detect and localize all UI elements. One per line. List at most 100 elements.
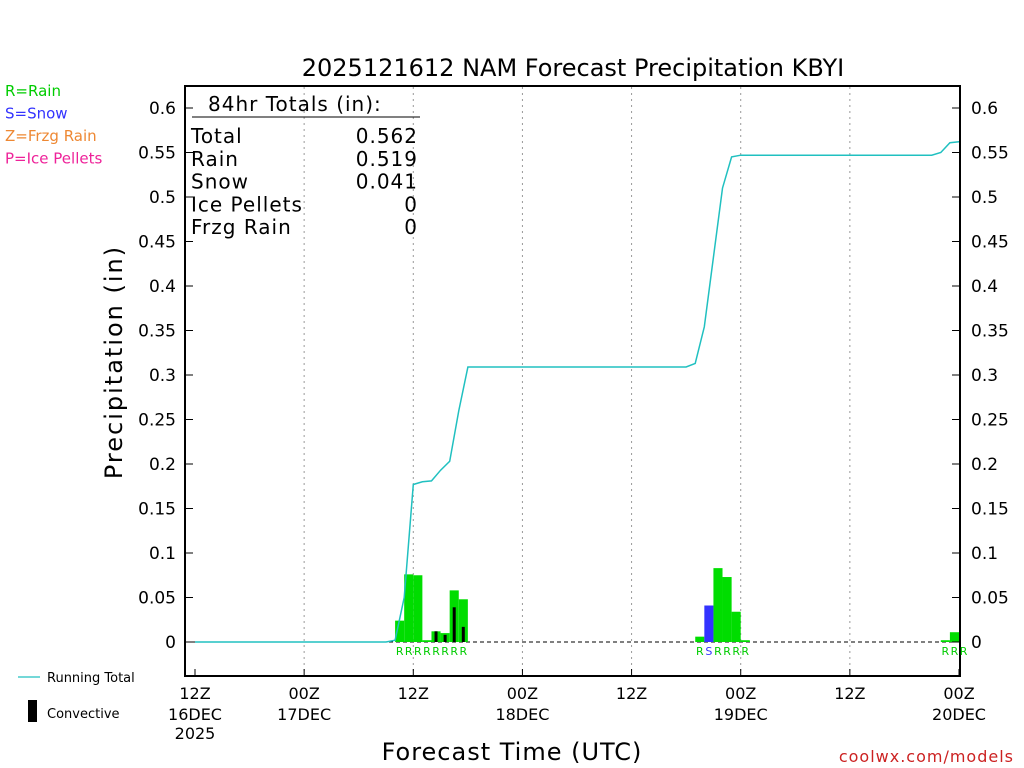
bar-rain bbox=[422, 640, 432, 642]
ptype-legend-item: Z=Frzg Rain bbox=[5, 127, 97, 145]
x-tick-time: 00Z bbox=[507, 684, 538, 703]
x-tick-time: 12Z bbox=[834, 684, 865, 703]
x-tick-year: 2025 bbox=[175, 724, 216, 743]
y-tick-label-left: 0.4 bbox=[149, 277, 176, 297]
y-tick-label-right: 0.6 bbox=[971, 99, 998, 119]
totals-row-value: 0.562 bbox=[356, 124, 418, 148]
totals-row-label: Ice Pellets bbox=[191, 192, 303, 216]
bar-rain bbox=[731, 611, 741, 642]
ptype-letter: R bbox=[432, 645, 440, 658]
totals-box: 84hr Totals (in): Total 0.562 Rain 0.519 Sno… bbox=[190, 92, 420, 239]
gridlines bbox=[186, 87, 959, 675]
precip-type-legend: R=Rain S=Snow Z=Frzg Rain P=Ice Pellets bbox=[5, 82, 102, 168]
ptype-letter: R bbox=[396, 645, 404, 658]
ptype-letter: R bbox=[414, 645, 422, 658]
bar-rain bbox=[740, 640, 750, 642]
bar-rain bbox=[940, 640, 950, 642]
ptype-letter: R bbox=[723, 645, 731, 658]
bar-rain bbox=[413, 575, 423, 642]
bar-snow bbox=[704, 605, 714, 642]
y-tick-label-left: 0.6 bbox=[149, 99, 176, 119]
chart-title: 2025121612 NAM Forecast Precipitation KB… bbox=[302, 54, 844, 82]
y-tick-label-right: 0 bbox=[971, 633, 982, 653]
x-tick-date: 16DEC bbox=[168, 705, 222, 724]
bar-rain bbox=[695, 636, 705, 642]
ptype-letter: R bbox=[960, 645, 968, 658]
x-tick-time: 12Z bbox=[179, 684, 210, 703]
ptype-letter: R bbox=[714, 645, 722, 658]
convective-bar bbox=[452, 607, 456, 642]
x-tick-date: 19DEC bbox=[714, 705, 768, 724]
ptype-letter: R bbox=[423, 645, 431, 658]
y-tick-label-right: 0.45 bbox=[971, 233, 1009, 253]
x-axis-label: Forecast Time (UTC) bbox=[382, 738, 643, 766]
ptype-letter: R bbox=[741, 645, 749, 658]
totals-row-value: 0.519 bbox=[356, 147, 418, 171]
ptype-letter: R bbox=[459, 645, 467, 658]
convective-legend-label: Convective bbox=[47, 707, 120, 722]
ptype-letter: R bbox=[696, 645, 704, 658]
y-tick-label-left: 0.2 bbox=[149, 455, 176, 475]
y-tick-label-left: 0.55 bbox=[138, 144, 176, 164]
convective-bar bbox=[434, 631, 438, 642]
bar-rain bbox=[395, 620, 405, 642]
y-tick-label-left: 0 bbox=[165, 633, 176, 653]
y-tick-label-left: 0.35 bbox=[138, 322, 176, 342]
bar-rain bbox=[713, 568, 723, 642]
totals-row-value: 0 bbox=[404, 192, 418, 216]
ptype-letter: R bbox=[732, 645, 740, 658]
bar-rain bbox=[404, 574, 414, 642]
running-total-legend-label: Running Total bbox=[47, 671, 135, 686]
x-tick-time: 00Z bbox=[288, 684, 319, 703]
y-tick-label-left: 0.15 bbox=[138, 500, 176, 520]
x-tick-time: 00Z bbox=[725, 684, 756, 703]
y-tick-label-right: 0.2 bbox=[971, 455, 998, 475]
ptype-letter: R bbox=[450, 645, 458, 658]
ptype-legend-item: R=Rain bbox=[5, 82, 61, 100]
y-tick-label-right: 0.05 bbox=[971, 589, 1009, 609]
x-tick-date: 18DEC bbox=[495, 705, 549, 724]
y-axis-label: Precipitation (in) bbox=[100, 245, 128, 479]
y-tick-label-right: 0.35 bbox=[971, 322, 1009, 342]
totals-row-label: Frzg Rain bbox=[191, 215, 292, 239]
y-axis-ticks: 0 00.05 0.050.1 0.10.15 0.150.2 0.20.25 0.250.… bbox=[138, 99, 1009, 653]
totals-row-value: 0.041 bbox=[356, 170, 418, 194]
x-tick-time: 12Z bbox=[616, 684, 647, 703]
x-tick-time: 12Z bbox=[398, 684, 429, 703]
bar-rain bbox=[949, 632, 959, 642]
totals-header: 84hr Totals (in): bbox=[208, 92, 382, 116]
credit-text: coolwx.com/models bbox=[839, 747, 1014, 766]
totals-row-value: 0 bbox=[404, 215, 418, 239]
totals-row-label: Snow bbox=[191, 170, 249, 194]
ptype-letter: R bbox=[405, 645, 413, 658]
ptype-letter: S bbox=[705, 645, 712, 658]
y-tick-label-left: 0.3 bbox=[149, 366, 176, 386]
x-tick-date: 17DEC bbox=[277, 705, 331, 724]
convective-bar bbox=[443, 634, 447, 642]
y-tick-label-left: 0.45 bbox=[138, 233, 176, 253]
totals-row-label: Total bbox=[190, 124, 243, 148]
y-tick-label-right: 0.15 bbox=[971, 500, 1009, 520]
x-tick-date: 20DEC bbox=[932, 705, 986, 724]
y-tick-label-right: 0.55 bbox=[971, 144, 1009, 164]
y-tick-label-right: 0.1 bbox=[971, 544, 998, 564]
ptype-letter: R bbox=[441, 645, 449, 658]
totals-row-label: Rain bbox=[191, 147, 239, 171]
y-tick-label-right: 0.25 bbox=[971, 411, 1009, 431]
ptype-legend-item: P=Ice Pellets bbox=[5, 150, 102, 168]
ptype-legend-item: S=Snow bbox=[5, 105, 68, 123]
convective-bar bbox=[461, 626, 465, 642]
running-total-line bbox=[195, 141, 960, 643]
bar-rain bbox=[722, 577, 732, 642]
ptype-letter: R bbox=[951, 645, 959, 658]
plot-frame bbox=[184, 85, 961, 677]
convective-legend-swatch bbox=[28, 700, 37, 722]
y-tick-label-right: 0.5 bbox=[971, 188, 998, 208]
ptype-letter: R bbox=[942, 645, 950, 658]
x-tick-time: 00Z bbox=[943, 684, 974, 703]
y-tick-label-right: 0.4 bbox=[971, 277, 998, 297]
y-tick-label-left: 0.25 bbox=[138, 411, 176, 431]
